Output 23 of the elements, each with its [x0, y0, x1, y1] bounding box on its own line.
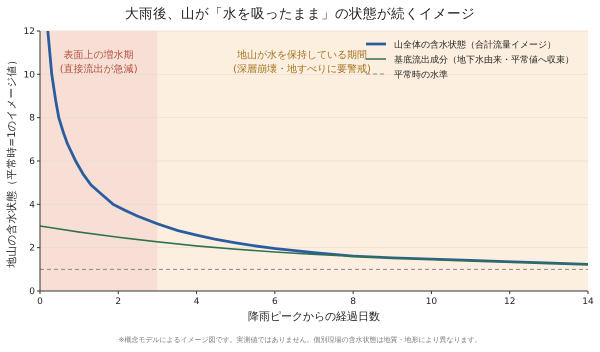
y-tick-label: 8 [29, 114, 36, 124]
band-label: 表面上の増水期 (直接流出が急減) [60, 49, 138, 75]
legend-label: 基底流出成分（地下水由来・平常値へ収束） [394, 54, 574, 66]
legend-label: 平常時の水準 [394, 70, 448, 80]
x-tick-label: 12 [504, 297, 516, 307]
y-axis-title: 地山の含水状態（平常時=1のイメージ値） [5, 54, 18, 269]
y-tick-label: 12 [24, 27, 35, 37]
y-tick-label: 2 [29, 244, 35, 254]
y-tick-label: 4 [29, 200, 36, 210]
legend-label: 山全体の含水状態（合計流量イメージ） [394, 40, 556, 50]
x-tick-label: 10 [426, 297, 438, 307]
chart-title: 大雨後、山が「水を吸ったまま」の状態が続くイメージ [125, 6, 475, 22]
x-tick-label: 2 [115, 297, 122, 307]
x-tick-label: 8 [350, 297, 356, 307]
x-tick-label: 14 [582, 297, 594, 307]
y-tick-label: 0 [29, 287, 36, 297]
y-tick-label: 6 [29, 157, 36, 167]
x-tick-label: 4 [194, 297, 200, 307]
x-axis-title: 降雨ピークからの経過日数 [248, 310, 380, 323]
x-tick-label: 0 [37, 297, 44, 307]
y-tick-label: 10 [24, 70, 36, 80]
band-label: 地山が水を保持している期間 (深層崩壊・地すべりに要警戒) [233, 49, 371, 75]
x-tick-label: 6 [272, 297, 278, 307]
